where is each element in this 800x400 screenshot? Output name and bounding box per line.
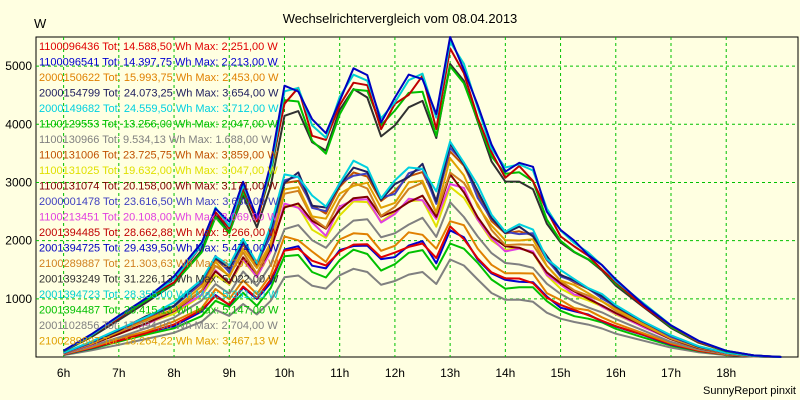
legend-entry: 1100131074 Tot: 20.158,00 Wh Max: 3.171,… (39, 181, 278, 193)
legend-entry: 1100130966 Tot: 9.534,13 Wh Max: 1.688,0… (39, 134, 272, 146)
x-tick-label: 7h (112, 366, 125, 380)
legend-entry: 2001393249 Tot: 31.226,13 Wh Max: 5.022,… (39, 274, 279, 286)
series-line (63, 157, 782, 358)
x-tick-label: 12h (385, 366, 405, 380)
legend-entry: 1100096541 Tot: 14.397,75 Wh Max: 2.213,… (39, 57, 278, 69)
series-line (63, 225, 782, 358)
legend-entry: 2001102856 Tot: 17.394,00 Wh Max: 2.704,… (39, 320, 278, 332)
legend-entry: 1100096436 Tot: 14.588,50 Wh Max: 2.251,… (39, 41, 278, 53)
series-line (63, 201, 782, 358)
legend-entry: 1100129553 Tot: 13.256,00 Wh Max: 2.047,… (39, 119, 278, 131)
y-tick-label: 2000 (5, 234, 32, 248)
x-tick-label: 13h (440, 366, 460, 380)
x-tick-label: 11h (330, 366, 349, 380)
y-tick-label: 4000 (5, 117, 32, 131)
legend-entry: 2000154799 Tot: 24.073,25 Wh Max: 3.654,… (39, 88, 279, 100)
legend-entry: 2100289897 Tot: 18.264,22 Wh Max: 3.467,… (39, 336, 279, 348)
x-tick-label: 10h (274, 366, 294, 380)
grid (36, 37, 798, 357)
legend-entry: 2000150622 Tot: 15.993,75 Wh Max: 2.453,… (39, 72, 279, 84)
legend-entry: 1100131025 Tot: 19.632,00 Wh Max: 3.047,… (39, 165, 278, 177)
chart-title: Wechselrichtervergleich vom 08.04.2013 (283, 11, 518, 26)
legend-entry: 1100213451 Tot: 20.108,00 Wh Max: 3.069,… (39, 212, 278, 224)
legend-entry: 1100131006 Tot: 23.725,75 Wh Max: 3.859,… (39, 150, 278, 162)
x-tick-label: 14h (495, 366, 515, 380)
y-axis-ticks: 1000 2000 3000 4000 5000 (5, 59, 32, 306)
series-line (63, 220, 782, 358)
series-line (63, 242, 782, 358)
legend-entry: 2100289887 Tot: 21.303,63 Wh Max: 3.307,… (39, 258, 279, 270)
series-line (63, 258, 782, 358)
footer-credit: SunnyReport pinxit (703, 385, 796, 397)
legend-entry: 2000001478 Tot: 23.616,50 Wh Max: 3.630,… (39, 196, 279, 208)
y-tick-label: 3000 (5, 175, 32, 189)
series-line (63, 140, 782, 358)
series-lines (63, 36, 782, 358)
x-tick-label: 6h (57, 366, 70, 380)
legend-entry: 2001394485 Tot: 28.662,88 Wh Max: 5.266,… (39, 227, 279, 239)
y-tick-label: 1000 (5, 292, 32, 306)
x-axis-ticks: 6h 7h 8h 9h 10h 11h 12h 13h 14h 15h 16h 17h 18h (57, 366, 736, 380)
y-axis-unit: W (34, 16, 47, 31)
x-tick-label: 18h (716, 366, 736, 380)
x-tick-label: 9h (223, 366, 236, 380)
x-tick-label: 16h (606, 366, 626, 380)
y-tick-label: 5000 (5, 59, 32, 73)
legend-entry: 2001394487 Tot: 28.415,13 Wh Max: 5.147,… (39, 305, 279, 317)
series-line (63, 47, 782, 358)
series-line (63, 173, 782, 358)
legend: 1100096436 Tot: 14.588,50 Wh Max: 2.251,… (39, 41, 279, 348)
legend-entry: 2001394725 Tot: 29.439,50 Wh Max: 5.474,… (39, 243, 279, 255)
legend-entry: 2000149682 Tot: 24.559,50 Wh Max: 3.712,… (39, 103, 279, 115)
x-tick-label: 15h (551, 366, 571, 380)
legend-entry: 2001394723 Tot: 28.355,00 Wh Max: 5.351,… (39, 289, 279, 301)
series-line (63, 36, 782, 358)
x-tick-label: 8h (167, 366, 180, 380)
x-tick-label: 17h (661, 366, 681, 380)
series-line (63, 142, 782, 358)
